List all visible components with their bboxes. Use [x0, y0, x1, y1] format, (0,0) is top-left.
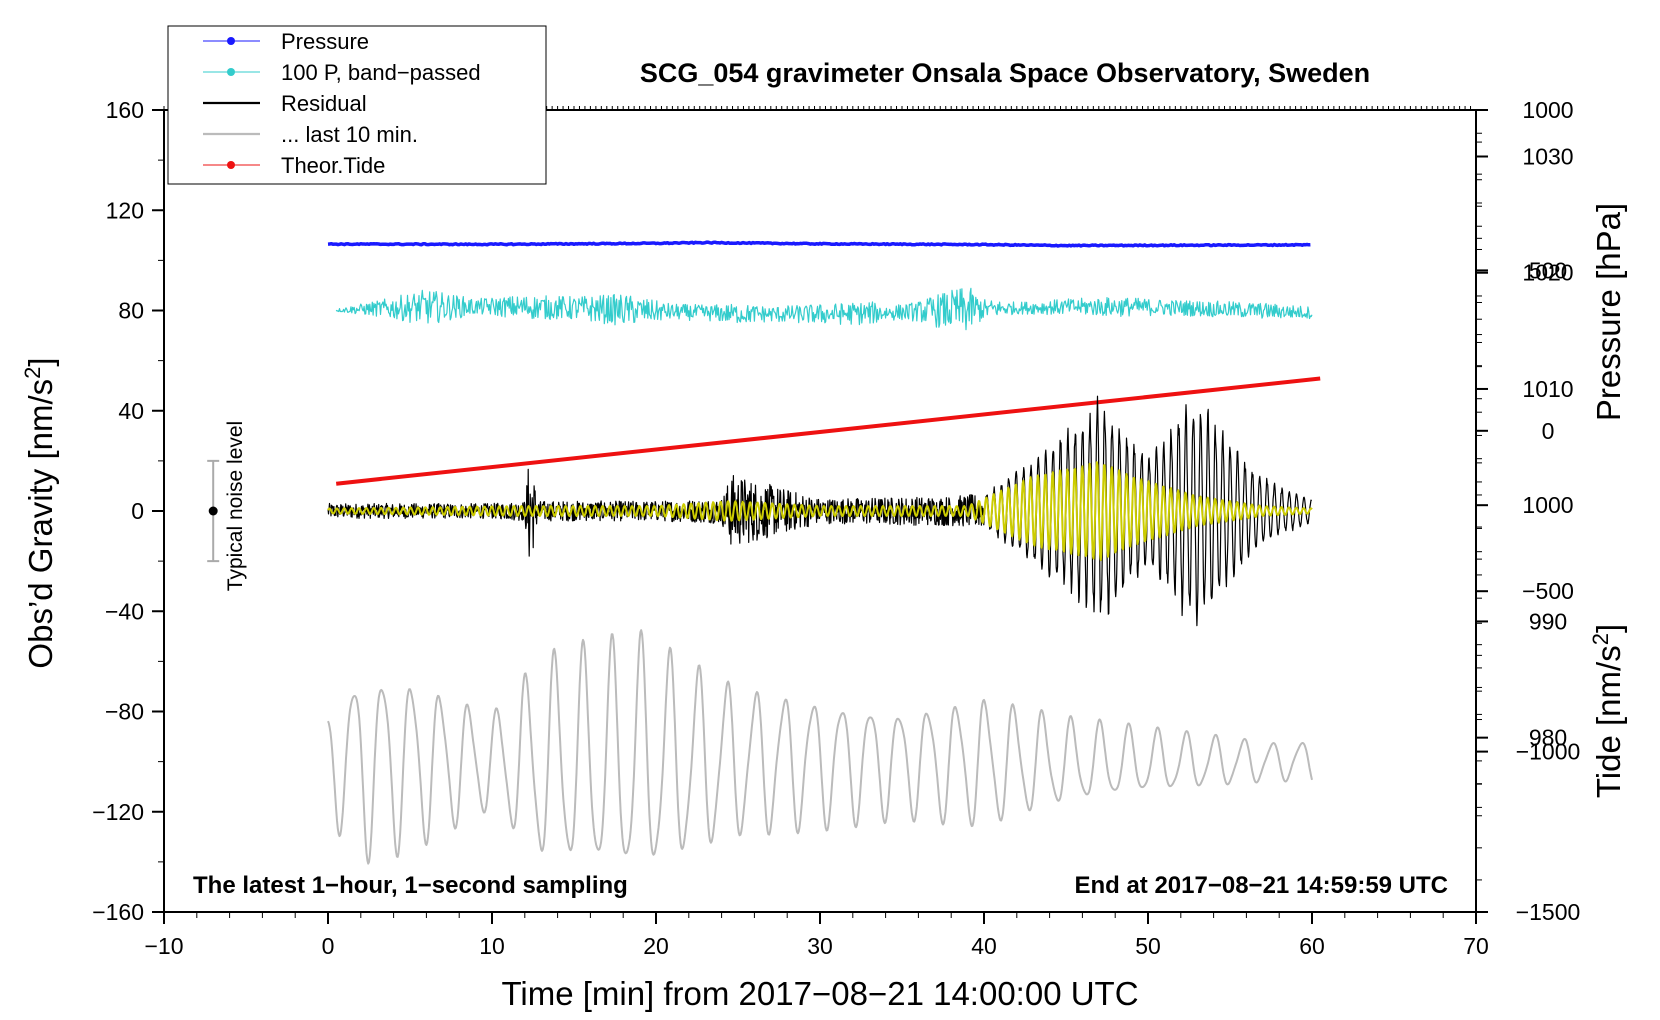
y-tide-title-sup: 2 [1588, 633, 1613, 645]
y-tide-tick-label: −1000 [1516, 739, 1581, 765]
y-left-tick-label: 80 [118, 298, 144, 324]
y-axis-pressure: 1030 1020 1010 1000 990 980 [1476, 109, 1574, 808]
x-axis: −10 0 10 20 30 40 50 60 70 [144, 106, 1489, 959]
x-tick-label: −10 [144, 933, 183, 959]
x-tick-label: 70 [1463, 933, 1489, 959]
y-pressure-tick-label: 990 [1529, 608, 1567, 634]
noise-level-bar [207, 459, 220, 563]
end-time-note: End at 2017−08−21 14:59:59 UTC [1074, 872, 1448, 899]
x-tick-label: 50 [1135, 933, 1161, 959]
residual-smoothed-line [327, 461, 1313, 562]
theor-tide-line [335, 376, 1321, 486]
y-axis-pressure-title: Pressure [hPa] [1590, 203, 1627, 421]
legend: Pressure 100 P, band−passed Residual ... la… [167, 25, 547, 185]
last-10-min-line [327, 629, 1313, 865]
y-axis-left-title: Obs’d Gravity [nm/s2] [20, 357, 59, 668]
y-left-title-main: Obs’d Gravity [nm/s [22, 379, 59, 669]
y-left-tick-label: −80 [105, 699, 144, 725]
y-tide-title-main: Tide [nm/s [1590, 645, 1627, 798]
legend-label: Theor.Tide [281, 153, 385, 178]
y-left-tick-label: 120 [106, 197, 144, 223]
legend-marker [227, 68, 235, 76]
y-axis-tide-title: Tide [nm/s2] [1588, 624, 1627, 798]
y-pressure-tick-label: 1030 [1522, 143, 1573, 169]
x-tick-label: 40 [971, 933, 997, 959]
y-tide-tick-label: 0 [1542, 418, 1555, 444]
y-left-tick-label: 160 [106, 97, 144, 123]
y-tide-title-close: ] [1590, 624, 1627, 633]
noise-level-label: Typical noise level [224, 421, 247, 591]
y-left-tick-label: −40 [105, 598, 144, 624]
legend-label: Pressure [281, 29, 369, 54]
y-tide-tick-label: 500 [1529, 257, 1567, 283]
y-left-tick-label: −160 [92, 899, 144, 925]
x-tick-label: 20 [643, 933, 669, 959]
legend-label: ... last 10 min. [281, 122, 418, 147]
y-tide-tick-label: 1000 [1522, 97, 1573, 123]
y-left-tick-label: 0 [131, 498, 144, 524]
chart-title: SCG_054 gravimeter Onsala Space Observat… [640, 58, 1370, 88]
legend-marker [227, 37, 235, 45]
legend-label: 100 P, band−passed [281, 60, 481, 85]
y-tide-tick-label: −500 [1522, 578, 1574, 604]
sampling-note: The latest 1−hour, 1−second sampling [193, 872, 628, 899]
y-tide-tick-label: −1500 [1516, 899, 1581, 925]
legend-label: Residual [281, 91, 367, 116]
y-axis-left: 160 120 80 40 0 −40 −80 −120 −160 [92, 97, 164, 925]
band-passed-pressure-line [335, 287, 1313, 331]
pressure-line [327, 240, 1311, 248]
series-layer [327, 240, 1321, 865]
legend-marker [227, 161, 235, 169]
y-left-title-sup: 2 [20, 367, 45, 379]
x-tick-label: 60 [1299, 933, 1325, 959]
x-tick-label: 10 [479, 933, 505, 959]
x-tick-label: 0 [322, 933, 335, 959]
y-left-tick-label: 40 [118, 398, 144, 424]
y-left-tick-label: −120 [92, 799, 144, 825]
legend-box [167, 25, 547, 185]
y-pressure-tick-label: 1010 [1522, 376, 1573, 402]
y-pressure-tick-label: 1020 [1522, 260, 1573, 286]
y-left-title-close: ] [22, 357, 59, 366]
noise-bar-center [208, 506, 218, 516]
y-pressure-tick-label: 980 [1529, 725, 1567, 751]
y-pressure-tick-label: 1000 [1522, 492, 1573, 518]
y-axis-tide: 1000 500 0 −500 −1000 −1500 [1476, 97, 1580, 925]
x-axis-title: Time [min] from 2017−08−21 14:00:00 UTC [501, 975, 1138, 1012]
x-tick-label: 30 [807, 933, 833, 959]
